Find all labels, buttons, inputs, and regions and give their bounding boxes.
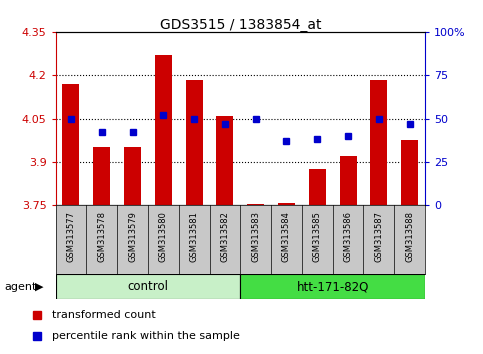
- Bar: [62, 84, 79, 205]
- Text: GSM313588: GSM313588: [405, 211, 414, 262]
- Text: GSM313581: GSM313581: [190, 211, 199, 262]
- Text: GSM313578: GSM313578: [97, 211, 106, 262]
- Text: GSM313587: GSM313587: [374, 211, 384, 262]
- Text: htt-171-82Q: htt-171-82Q: [297, 280, 369, 293]
- Text: GSM313577: GSM313577: [67, 211, 75, 262]
- Text: GSM313579: GSM313579: [128, 211, 137, 262]
- Bar: [309, 169, 326, 205]
- Text: GSM313584: GSM313584: [282, 211, 291, 262]
- Bar: [370, 80, 387, 205]
- Bar: [93, 148, 110, 205]
- Bar: [124, 148, 141, 205]
- Text: transformed count: transformed count: [53, 309, 156, 320]
- Text: GSM313582: GSM313582: [220, 211, 229, 262]
- Bar: [185, 80, 202, 205]
- Text: ▶: ▶: [35, 282, 43, 292]
- Text: GSM313585: GSM313585: [313, 211, 322, 262]
- Bar: [278, 203, 295, 205]
- Text: GSM313586: GSM313586: [343, 211, 353, 262]
- Text: control: control: [128, 280, 169, 293]
- Bar: [340, 156, 356, 205]
- Text: agent: agent: [5, 282, 37, 292]
- Bar: [240, 274, 425, 299]
- Bar: [155, 55, 172, 205]
- Text: GDS3515 / 1383854_at: GDS3515 / 1383854_at: [159, 18, 321, 32]
- Bar: [216, 116, 233, 205]
- Text: GSM313583: GSM313583: [251, 211, 260, 262]
- Bar: [247, 204, 264, 205]
- Bar: [56, 274, 241, 299]
- Text: percentile rank within the sample: percentile rank within the sample: [53, 331, 240, 341]
- Text: GSM313580: GSM313580: [159, 211, 168, 262]
- Bar: [401, 140, 418, 205]
